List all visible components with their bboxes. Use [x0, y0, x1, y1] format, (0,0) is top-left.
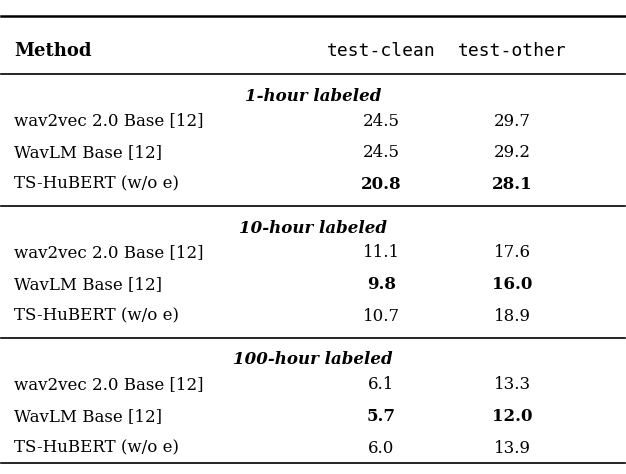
Text: 6.1: 6.1: [368, 376, 395, 393]
Text: 9.8: 9.8: [367, 276, 396, 293]
Text: 18.9: 18.9: [494, 308, 531, 325]
Text: 24.5: 24.5: [363, 112, 400, 129]
Text: 6.0: 6.0: [368, 439, 395, 456]
Text: 1-hour labeled: 1-hour labeled: [245, 88, 381, 105]
Text: 28.1: 28.1: [492, 176, 533, 192]
Text: TS-HuBERT (w/o e): TS-HuBERT (w/o e): [14, 439, 179, 456]
Text: Method: Method: [14, 42, 91, 60]
Text: 12.0: 12.0: [492, 408, 533, 425]
Text: 100-hour labeled: 100-hour labeled: [233, 352, 393, 368]
Text: TS-HuBERT (w/o e): TS-HuBERT (w/o e): [14, 308, 179, 325]
Text: WavLM Base [12]: WavLM Base [12]: [14, 144, 162, 161]
Text: test-clean: test-clean: [327, 42, 436, 60]
Text: wav2vec 2.0 Base [12]: wav2vec 2.0 Base [12]: [14, 376, 203, 393]
Text: 29.2: 29.2: [494, 144, 531, 161]
Text: wav2vec 2.0 Base [12]: wav2vec 2.0 Base [12]: [14, 245, 203, 262]
Text: TS-HuBERT (w/o e): TS-HuBERT (w/o e): [14, 176, 179, 192]
Text: WavLM Base [12]: WavLM Base [12]: [14, 276, 162, 293]
Text: 13.3: 13.3: [494, 376, 531, 393]
Text: 17.6: 17.6: [494, 245, 531, 262]
Text: 29.7: 29.7: [494, 112, 531, 129]
Text: test-other: test-other: [458, 42, 567, 60]
Text: 10.7: 10.7: [363, 308, 400, 325]
Text: 10-hour labeled: 10-hour labeled: [239, 219, 387, 237]
Text: 16.0: 16.0: [492, 276, 533, 293]
Text: 24.5: 24.5: [363, 144, 400, 161]
Text: 11.1: 11.1: [363, 245, 400, 262]
Text: wav2vec 2.0 Base [12]: wav2vec 2.0 Base [12]: [14, 112, 203, 129]
Text: 13.9: 13.9: [494, 439, 531, 456]
Text: 20.8: 20.8: [361, 176, 402, 192]
Text: WavLM Base [12]: WavLM Base [12]: [14, 408, 162, 425]
Text: 5.7: 5.7: [367, 408, 396, 425]
